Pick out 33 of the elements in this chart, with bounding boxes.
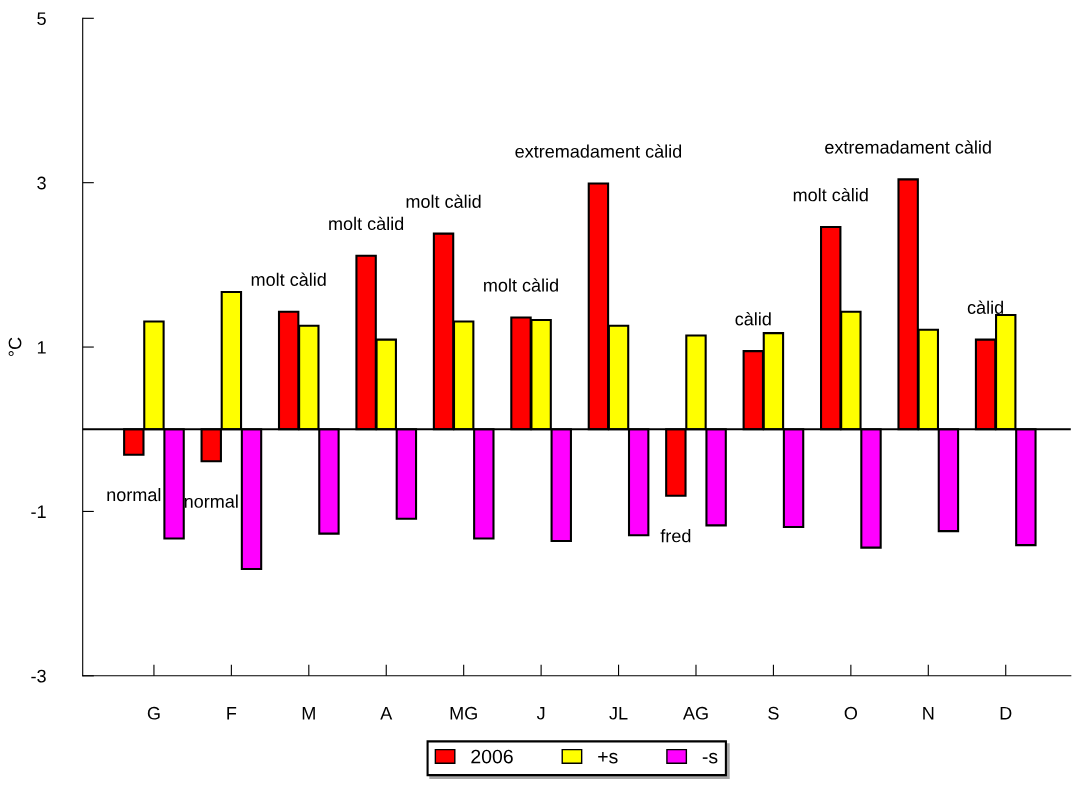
annotation: molt càlid bbox=[406, 194, 481, 208]
y-tick-label: -3 bbox=[31, 669, 46, 683]
y-tick-label: 3 bbox=[37, 176, 46, 190]
x-tick-label: MG bbox=[450, 706, 477, 720]
annotation: extremadament càlid bbox=[825, 140, 991, 154]
annotation: normal bbox=[184, 494, 238, 508]
x-tick-label: JL bbox=[609, 707, 628, 720]
annotation: càlid bbox=[967, 300, 1003, 314]
annotation: molt càlid bbox=[251, 272, 326, 287]
x-tick-label: D bbox=[1000, 707, 1012, 720]
x-tick-label: M bbox=[302, 707, 315, 720]
y-tick-label: -1 bbox=[31, 505, 46, 518]
x-tick-label: AG bbox=[682, 706, 708, 720]
x-tick-label: N bbox=[923, 707, 934, 720]
x-tick-label: S bbox=[768, 706, 779, 720]
legend-label: +s bbox=[598, 752, 618, 764]
x-tick-label: G bbox=[147, 706, 160, 720]
annotation: molt càlid bbox=[484, 278, 558, 292]
x-tick-label: O bbox=[844, 706, 858, 720]
y-tick-label: 1 bbox=[37, 341, 46, 354]
legend-label: 2006 bbox=[471, 749, 513, 764]
x-tick-label: F bbox=[227, 707, 237, 720]
annotation: molt càlid bbox=[329, 216, 404, 231]
y-axis-title: °C bbox=[8, 337, 22, 357]
annotation: normal bbox=[107, 487, 161, 502]
x-tick-label: A bbox=[380, 707, 393, 720]
x-tick-label: J bbox=[536, 707, 545, 720]
legend-label: -s bbox=[702, 752, 718, 764]
annotation: molt càlid bbox=[793, 187, 868, 202]
annotation: fred bbox=[660, 529, 691, 543]
annotation: càlid bbox=[735, 311, 771, 326]
y-tick-label: 5 bbox=[37, 12, 46, 26]
annotation: extremadament càlid bbox=[515, 144, 682, 158]
